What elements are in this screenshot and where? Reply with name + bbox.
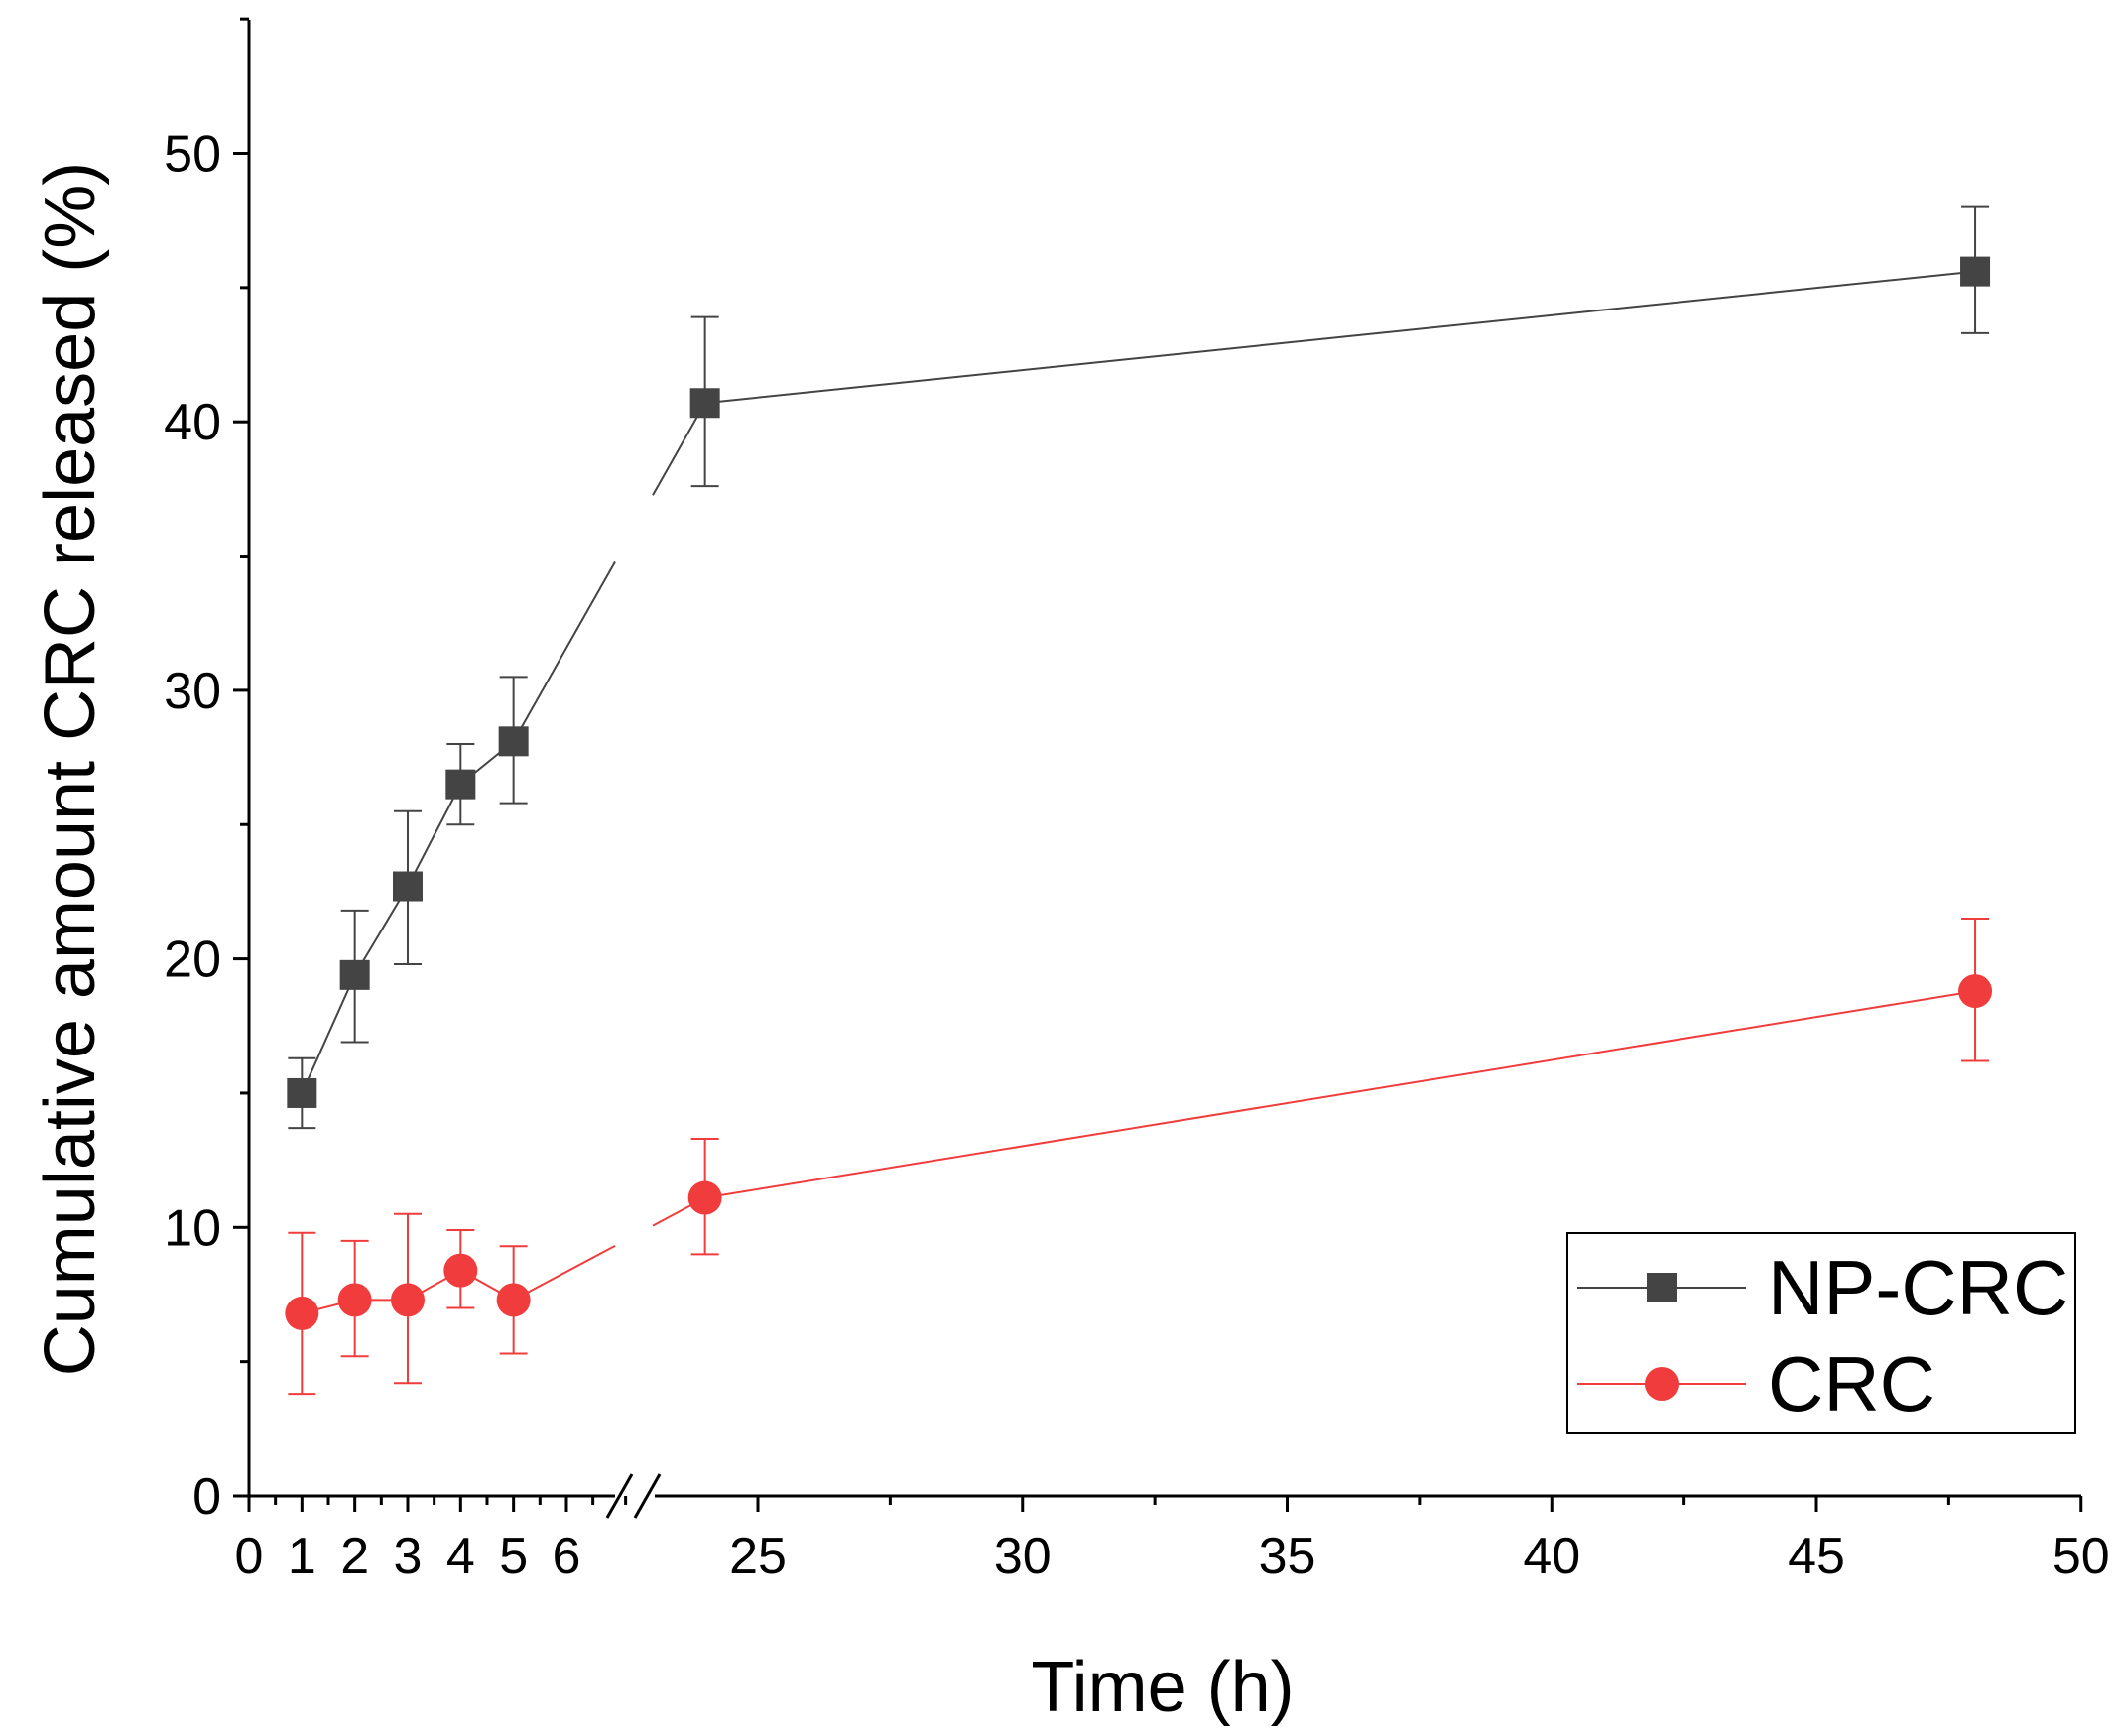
data-point	[496, 1283, 531, 1317]
x-tick-label: 5	[499, 1528, 528, 1585]
x-tick-label: 6	[553, 1528, 581, 1585]
x-tick-label: 2	[340, 1528, 369, 1585]
data-point	[337, 1283, 372, 1317]
data-point	[689, 388, 720, 419]
y-tick-label: 50	[164, 126, 221, 184]
legend-label-crc: CRC	[1768, 1340, 1935, 1427]
data-point	[1958, 974, 1993, 1009]
y-axis-title: Cumulative amount CRC released (%)	[31, 162, 110, 1376]
y-tick-label: 30	[164, 663, 221, 720]
legend: NP-CRC CRC	[1566, 1232, 2076, 1434]
x-tick-label: 3	[394, 1528, 423, 1585]
data-point	[1960, 256, 1991, 287]
y-tick-label: 0	[192, 1468, 221, 1526]
series-np-crc	[287, 205, 1991, 1130]
x-tick-label: 35	[1259, 1528, 1316, 1585]
data-point	[445, 769, 476, 800]
x-tick-label: 30	[994, 1528, 1052, 1585]
series-line-segment	[301, 974, 356, 1094]
series-line-segment	[512, 560, 616, 742]
data-point	[390, 1283, 425, 1317]
x-tick-label: 50	[2052, 1528, 2110, 1585]
x-tick-label: 0	[235, 1528, 264, 1585]
series-line-segment	[704, 990, 1976, 1199]
y-tick-label: 40	[164, 394, 221, 451]
y-tick-label: 20	[164, 931, 221, 989]
x-tick-label: 1	[288, 1528, 316, 1585]
axis-break-mark	[605, 1473, 634, 1519]
series-line-segment	[704, 270, 1976, 405]
x-tick-label: 25	[729, 1528, 787, 1585]
series-layer	[285, 205, 1993, 1396]
data-point	[687, 1180, 722, 1215]
data-point	[498, 726, 529, 757]
x-tick-label: 4	[446, 1528, 475, 1585]
data-point	[443, 1253, 478, 1288]
series-line-segment	[407, 784, 462, 887]
legend-box	[1566, 1232, 2076, 1434]
data-point	[392, 871, 423, 902]
x-axis-title: Time (h)	[1031, 1648, 1294, 1727]
legend-label-np-crc: NP-CRC	[1768, 1244, 2068, 1331]
data-point	[287, 1077, 317, 1108]
series-line-segment	[652, 402, 706, 496]
legend-marker-np-crc	[1647, 1273, 1677, 1302]
x-tick-label: 45	[1788, 1528, 1845, 1585]
series-crc	[285, 917, 1993, 1396]
legend-marker-crc	[1645, 1367, 1679, 1401]
data-point	[339, 959, 370, 990]
data-point	[285, 1296, 319, 1330]
x-tick-label: 40	[1523, 1528, 1580, 1585]
series-line-segment	[513, 1244, 616, 1302]
axis-break-mark	[633, 1473, 662, 1519]
y-tick-label: 10	[164, 1199, 221, 1257]
